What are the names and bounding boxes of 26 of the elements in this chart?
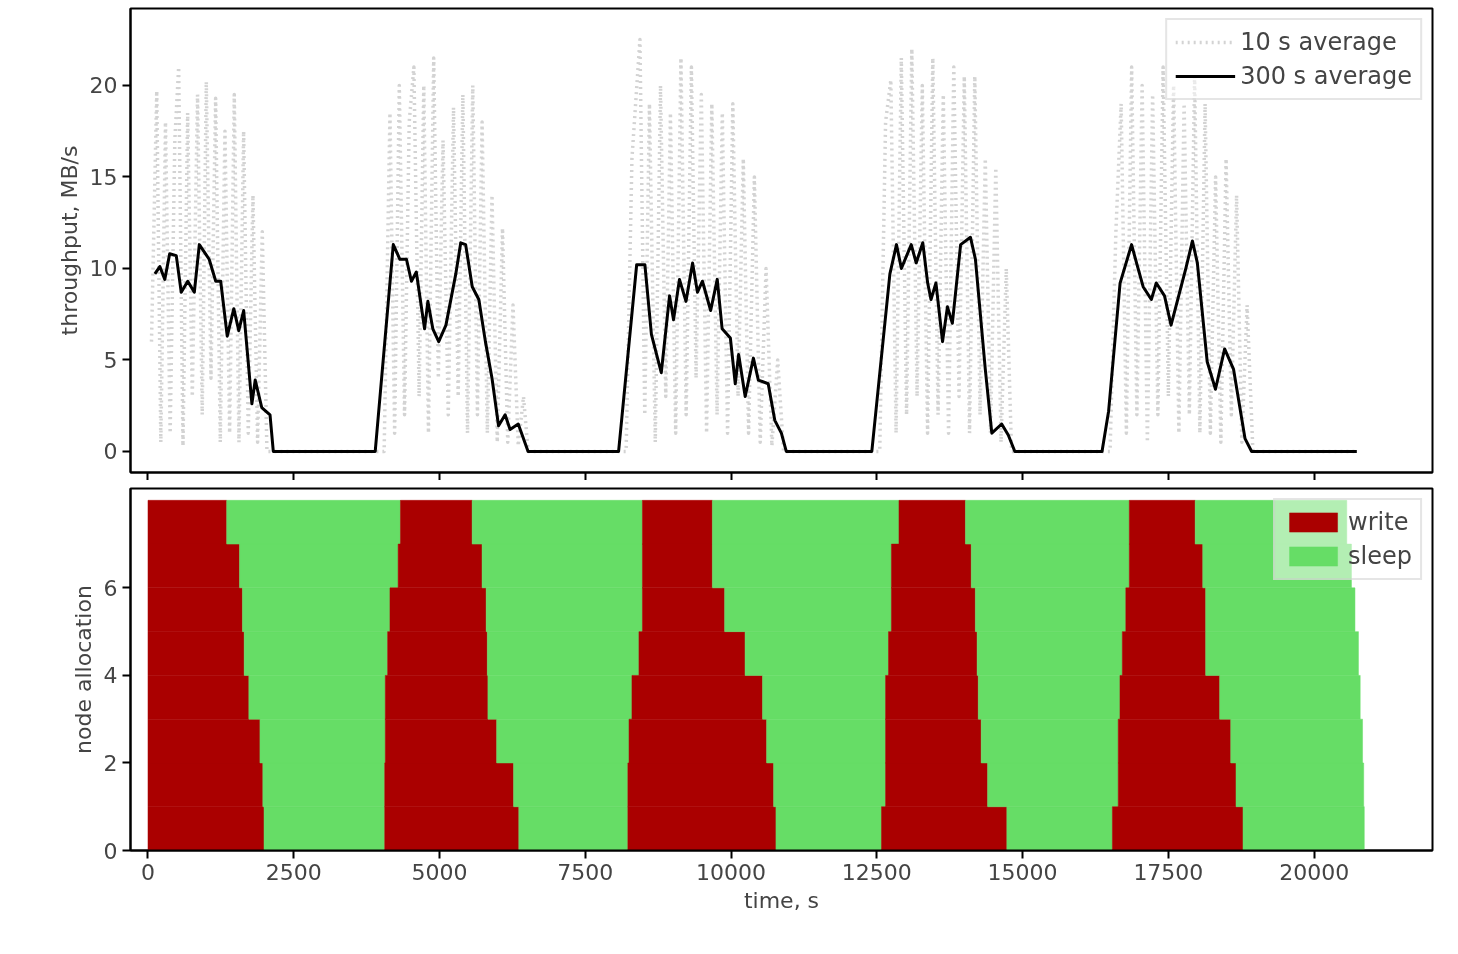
x-tick-label: 10000 bbox=[696, 859, 767, 885]
legend-label: write bbox=[1348, 508, 1409, 536]
legend-label: 10 s average bbox=[1240, 28, 1397, 56]
y-tick-label: 0 bbox=[103, 439, 118, 465]
line-series bbox=[153, 235, 1359, 453]
legend-label: sleep bbox=[1348, 542, 1412, 570]
x-tick-label: 2500 bbox=[265, 859, 322, 885]
legend-label: 300 s average bbox=[1240, 62, 1412, 90]
y-tick-label: 4 bbox=[103, 663, 118, 689]
y-tick-label: 10 bbox=[89, 256, 118, 282]
x-tick-label: 0 bbox=[140, 859, 155, 885]
x-tick-label: 20000 bbox=[1279, 859, 1350, 885]
y-tick-label: 15 bbox=[89, 164, 118, 190]
x-axis-title: time, s bbox=[743, 887, 820, 913]
x-tick-label: 5000 bbox=[411, 859, 468, 885]
y-tick-label: 6 bbox=[103, 575, 118, 601]
y-axis-title: node allocation bbox=[70, 585, 96, 754]
x-tick-label: 15000 bbox=[987, 859, 1058, 885]
x-tick-label: 7500 bbox=[557, 859, 614, 885]
y-tick-label: 20 bbox=[89, 73, 118, 99]
y-tick-label: 2 bbox=[103, 750, 118, 776]
y-axis-title: throughput, MB/s bbox=[56, 145, 82, 336]
x-tick-label: 12500 bbox=[841, 859, 912, 885]
y-tick-label: 5 bbox=[103, 347, 118, 373]
x-tick-label: 17500 bbox=[1133, 859, 1204, 885]
y-tick-label: 0 bbox=[103, 838, 118, 864]
